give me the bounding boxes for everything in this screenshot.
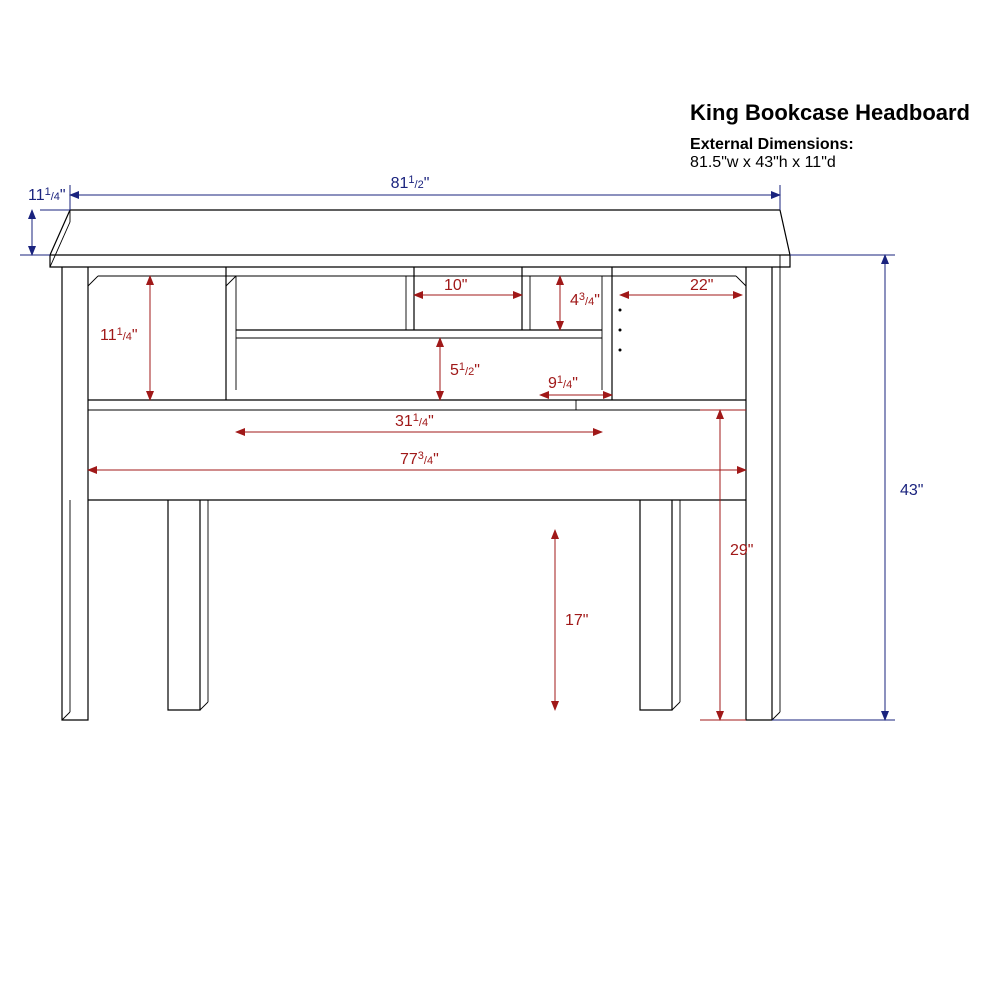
- dim-mid-cubby-h: 43/4": [570, 291, 600, 309]
- dim-right-inset: 91/4": [548, 374, 578, 392]
- dim-left-shelf-h: 111/4": [100, 326, 138, 344]
- furniture-outline: [50, 210, 790, 720]
- dim-mid-cubby-w: 10": [444, 277, 467, 294]
- dim-width-top: 811/2": [391, 174, 430, 192]
- dim-inner-width: 773/4": [400, 450, 439, 468]
- dim-mid-lower-h: 51/2": [450, 361, 480, 379]
- dim-overall-height: 43": [900, 482, 923, 499]
- dim-lower-height: 29": [730, 542, 753, 559]
- dim-leg-gap: 17": [565, 612, 588, 629]
- dim-right-shelf-w: 22": [690, 277, 713, 294]
- headboard-diagram: 811/2" 111/4" 43" 111/4" 10" 43/4" 22" 5…: [0, 0, 1000, 1000]
- red-dimensions: 111/4" 10" 43/4" 22" 51/2" 91/4" 311/4" …: [88, 276, 753, 720]
- dim-mid-span: 311/4": [395, 412, 434, 430]
- dim-depth-top: 111/4": [28, 186, 66, 204]
- blue-dimensions: 811/2" 111/4" 43": [20, 174, 923, 720]
